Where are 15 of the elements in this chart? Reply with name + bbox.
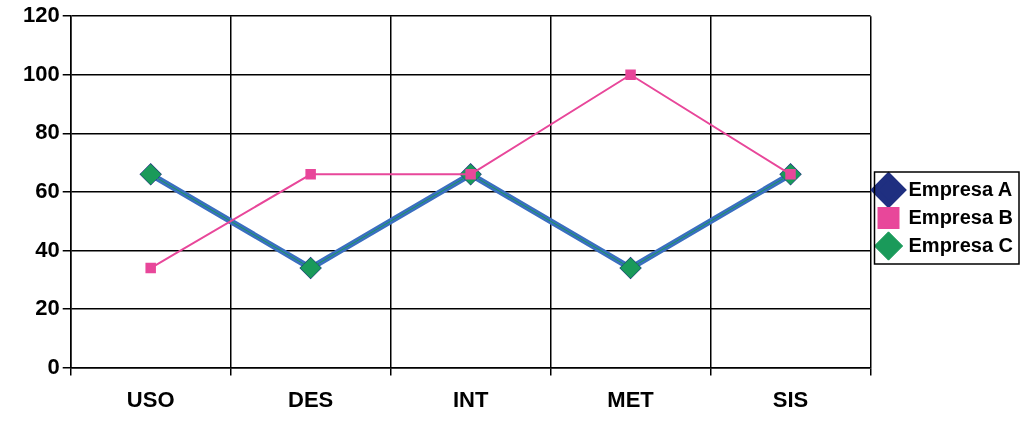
x-tick-label: SIS — [772, 386, 809, 412]
legend-label: Empresa B — [908, 205, 1014, 228]
y-tick-label: 100 — [22, 60, 60, 86]
y-tick-label: 0 — [47, 353, 60, 379]
y-tick-label: 60 — [35, 177, 60, 203]
x-tick-label: MET — [607, 386, 655, 412]
y-tick-label: 120 — [22, 2, 60, 28]
x-tick-label: INT — [452, 386, 489, 412]
x-tick-label: DES — [288, 386, 334, 412]
legend-label: Empresa C — [908, 233, 1014, 256]
x-tick-label: USO — [126, 386, 175, 412]
y-tick-label: 80 — [35, 119, 60, 145]
y-tick-label: 20 — [35, 295, 60, 321]
legend-label: Empresa A — [908, 177, 1013, 200]
y-tick-label: 40 — [35, 236, 60, 262]
